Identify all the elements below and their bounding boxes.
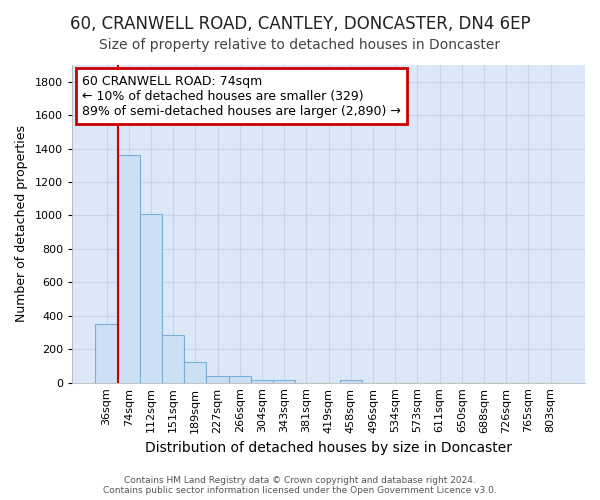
- Bar: [206, 376, 229, 382]
- Bar: [184, 362, 206, 382]
- Bar: [118, 156, 140, 382]
- Bar: [162, 335, 184, 382]
- Bar: [251, 380, 273, 382]
- Text: 60 CRANWELL ROAD: 74sqm
← 10% of detached houses are smaller (329)
89% of semi-d: 60 CRANWELL ROAD: 74sqm ← 10% of detache…: [82, 74, 401, 118]
- Y-axis label: Number of detached properties: Number of detached properties: [15, 126, 28, 322]
- Bar: [340, 380, 362, 382]
- X-axis label: Distribution of detached houses by size in Doncaster: Distribution of detached houses by size …: [145, 441, 512, 455]
- Bar: [95, 324, 118, 382]
- Bar: [273, 380, 295, 382]
- Text: Size of property relative to detached houses in Doncaster: Size of property relative to detached ho…: [100, 38, 500, 52]
- Bar: [229, 376, 251, 382]
- Text: Contains HM Land Registry data © Crown copyright and database right 2024.
Contai: Contains HM Land Registry data © Crown c…: [103, 476, 497, 495]
- Bar: [140, 214, 162, 382]
- Text: 60, CRANWELL ROAD, CANTLEY, DONCASTER, DN4 6EP: 60, CRANWELL ROAD, CANTLEY, DONCASTER, D…: [70, 15, 530, 33]
